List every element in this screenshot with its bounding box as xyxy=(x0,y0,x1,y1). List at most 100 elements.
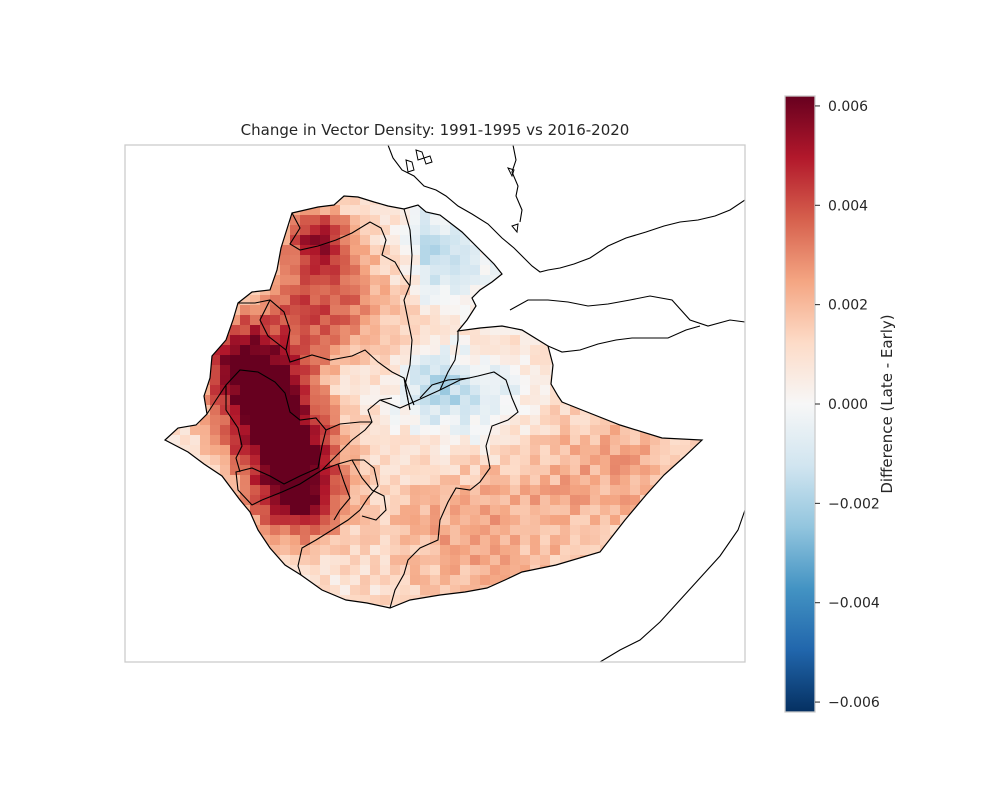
raster-cell xyxy=(250,405,261,416)
raster-cell xyxy=(290,235,301,246)
raster-cell xyxy=(340,355,351,366)
raster-cell xyxy=(260,505,271,516)
raster-cell xyxy=(350,415,361,426)
raster-cell xyxy=(380,475,391,486)
raster-cell xyxy=(390,355,401,366)
raster-cell xyxy=(600,465,611,476)
raster-cell xyxy=(590,535,601,546)
raster-cell xyxy=(340,255,351,266)
raster-cell xyxy=(450,525,461,536)
raster-cell xyxy=(470,355,481,366)
raster-cell xyxy=(640,475,651,486)
raster-cell xyxy=(570,475,581,486)
raster-cell xyxy=(560,425,571,436)
raster-cell xyxy=(390,225,401,236)
raster-cell xyxy=(550,545,561,556)
raster-cell xyxy=(440,415,451,426)
raster-cell xyxy=(360,285,371,296)
raster-cell xyxy=(490,265,501,276)
raster-cell xyxy=(360,196,371,206)
raster-cell xyxy=(260,435,271,446)
raster-cell xyxy=(410,495,421,506)
raster-cell xyxy=(310,215,321,226)
raster-cell xyxy=(440,395,451,406)
raster-cell xyxy=(630,455,641,466)
raster-cell xyxy=(610,425,621,436)
raster-cell xyxy=(490,425,501,436)
colorbar-tick-label: 0.002 xyxy=(828,298,868,314)
raster-cell xyxy=(530,545,541,556)
raster-cell xyxy=(350,545,361,556)
raster-cell xyxy=(490,485,501,496)
raster-cell xyxy=(370,565,381,576)
raster-cell xyxy=(250,325,261,336)
raster-cell xyxy=(350,235,361,246)
raster-cell xyxy=(310,305,321,316)
raster-cell xyxy=(480,535,491,546)
raster-cell xyxy=(250,395,261,406)
raster-cell xyxy=(520,335,531,346)
raster-cell xyxy=(400,585,411,596)
raster-cell xyxy=(410,285,421,296)
raster-cell xyxy=(580,455,591,466)
raster-cell xyxy=(480,265,491,276)
raster-cell xyxy=(290,255,301,266)
raster-cell xyxy=(510,525,521,536)
raster-cell xyxy=(670,455,681,466)
raster-cell xyxy=(290,475,301,486)
raster-cell xyxy=(630,435,641,446)
raster-cell xyxy=(480,505,491,516)
raster-cell xyxy=(450,565,461,576)
raster-cell xyxy=(510,435,521,446)
raster-cell xyxy=(280,245,291,256)
raster-cell xyxy=(490,505,501,516)
raster-cell xyxy=(310,235,321,246)
raster-cell xyxy=(470,525,481,536)
raster-cell xyxy=(630,495,641,506)
raster-cell xyxy=(340,425,351,436)
raster-cell xyxy=(410,275,421,286)
raster-cell xyxy=(510,545,521,556)
raster-cell xyxy=(310,255,321,266)
raster-cell xyxy=(290,315,301,326)
raster-cell xyxy=(240,355,251,366)
raster-cell xyxy=(360,305,371,316)
raster-cell xyxy=(330,255,341,266)
raster-cell xyxy=(430,305,441,316)
raster-cell xyxy=(390,265,401,276)
raster-cell xyxy=(360,365,371,376)
raster-cell xyxy=(540,355,551,366)
raster-cell xyxy=(470,255,481,266)
raster-cell xyxy=(370,525,381,536)
raster-cell xyxy=(500,395,511,406)
raster-cell xyxy=(360,565,371,576)
raster-cell xyxy=(280,525,291,536)
raster-cell xyxy=(370,305,381,316)
raster-cell xyxy=(240,455,251,466)
raster-cell xyxy=(280,535,291,546)
raster-cell xyxy=(280,335,291,346)
raster-cell xyxy=(290,295,301,306)
raster-cell xyxy=(350,565,361,576)
raster-cell xyxy=(470,555,481,566)
raster-cell xyxy=(550,505,561,516)
raster-cell xyxy=(350,575,361,586)
raster-cell xyxy=(350,395,361,406)
raster-cell xyxy=(500,405,511,416)
raster-cell xyxy=(400,435,411,446)
raster-cell xyxy=(410,255,421,266)
raster-cell xyxy=(400,535,411,546)
raster-cell xyxy=(420,395,431,406)
raster-cell xyxy=(340,575,351,586)
raster-cell xyxy=(380,365,391,376)
raster-cell xyxy=(510,475,521,486)
raster-cell xyxy=(430,465,441,476)
raster-cell xyxy=(270,535,281,546)
raster-cell xyxy=(300,275,311,286)
raster-cell xyxy=(310,415,321,426)
raster-cell xyxy=(340,305,351,316)
raster-cell xyxy=(320,535,331,546)
raster-cell xyxy=(500,525,511,536)
raster-cell xyxy=(390,435,401,446)
raster-cell xyxy=(380,355,391,366)
